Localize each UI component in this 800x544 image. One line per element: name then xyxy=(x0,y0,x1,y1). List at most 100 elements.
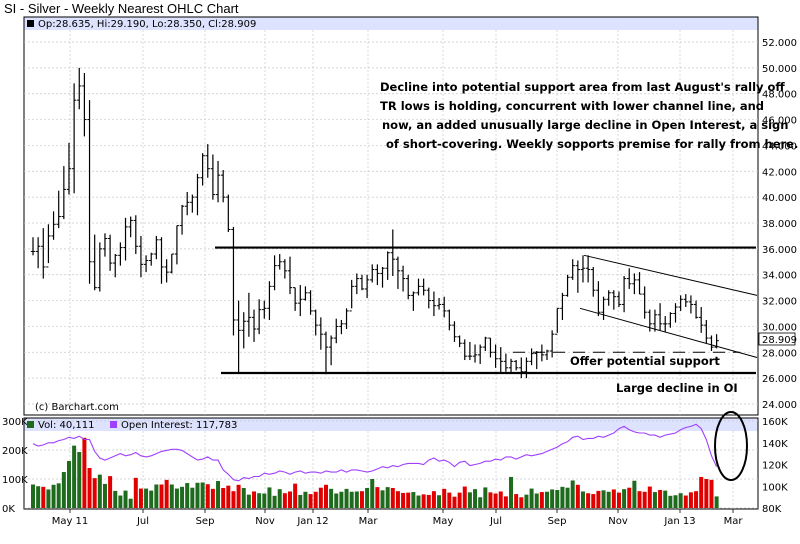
x-tick-label: Nov xyxy=(255,516,275,527)
oi-tick-label: 160K xyxy=(762,417,788,428)
oi-highlight-ellipse xyxy=(714,411,748,481)
volume-bar xyxy=(349,491,354,508)
volume-bar xyxy=(385,487,390,508)
x-tick-label: Jul xyxy=(136,516,149,527)
volume-bar xyxy=(72,445,77,508)
volume-bar xyxy=(180,486,185,508)
volume-bar xyxy=(138,488,143,508)
volume-bar xyxy=(395,491,400,508)
price-tick-label: 48.000 xyxy=(762,90,797,101)
volume-bar xyxy=(318,487,323,508)
last-price-box xyxy=(758,332,796,346)
vol-legend: Vol: 40,111 xyxy=(38,420,95,431)
volume-bar xyxy=(406,492,411,508)
volume-bar xyxy=(483,487,488,508)
volume-bar xyxy=(205,484,210,508)
oi-tick-label: 140K xyxy=(762,439,788,450)
volume-bar xyxy=(442,488,447,508)
volume-bar xyxy=(200,482,205,508)
volume-bar xyxy=(210,488,215,508)
x-axis: May 11 Jul Sep Nov Jan 12 Mar May Jul Sep Nov Jan … xyxy=(52,509,743,527)
volume-bar xyxy=(699,476,704,508)
price-tick-label: 34.000 xyxy=(762,271,797,282)
volume-bar xyxy=(550,489,555,508)
volume-bar xyxy=(652,492,657,508)
volume-bar xyxy=(452,496,457,508)
volume-bar xyxy=(102,483,107,508)
volume-tick-label: 0K xyxy=(2,504,15,515)
volume-bar xyxy=(714,496,719,508)
volume-bar xyxy=(411,492,416,508)
price-panel-band xyxy=(24,17,758,30)
volume-bar xyxy=(277,489,282,508)
volume-bar xyxy=(231,491,236,508)
volume-bar xyxy=(688,492,693,508)
ohlc-bars xyxy=(30,67,719,379)
price-tick-label: 38.000 xyxy=(762,219,797,230)
volume-bar xyxy=(169,484,174,508)
oi-tick-label: 100K xyxy=(762,482,788,493)
price-tick-label: 36.000 xyxy=(762,245,797,256)
volume-bar xyxy=(606,491,611,508)
volume-bar xyxy=(313,491,318,508)
volume-bar xyxy=(498,491,503,508)
volume-bar xyxy=(642,491,647,508)
x-tick-label: Nov xyxy=(608,516,628,527)
volume-bar xyxy=(416,495,421,508)
note-line-1: Decline into potential support area from… xyxy=(380,80,785,94)
volume-bar xyxy=(668,495,673,508)
volume-bar xyxy=(647,486,652,508)
volume-bar xyxy=(555,490,560,508)
x-tick-label: May xyxy=(433,516,454,527)
x-tick-label: Sep xyxy=(548,516,567,527)
volume-bar xyxy=(678,493,683,508)
volume-bar xyxy=(663,490,668,508)
volume-bar xyxy=(457,492,462,508)
price-y-axis: 52.000 50.000 48.000 46.000 44.000 42.000 40.0… xyxy=(762,38,797,411)
volume-bar xyxy=(622,489,627,508)
volume-bar xyxy=(41,486,46,508)
volume-bar xyxy=(77,452,82,508)
volume-bar xyxy=(488,492,493,508)
volume-bar xyxy=(575,484,580,508)
volume-bar xyxy=(149,490,154,508)
volume-bar xyxy=(118,495,123,508)
volume-tick-label: 300K xyxy=(2,417,28,428)
volume-bar xyxy=(46,489,51,508)
price-panel-frame xyxy=(23,16,759,416)
note-line-3: now, an added unusually large decline in… xyxy=(382,118,788,132)
volume-bar xyxy=(426,494,431,508)
volume-bar xyxy=(565,487,570,508)
x-tick-label: May 11 xyxy=(52,516,89,527)
ohlc-legend-swatch xyxy=(27,20,34,27)
copyright: (c) Barchart.com xyxy=(35,402,119,413)
note-line-2: TR lows is holding, concurrent with lowe… xyxy=(380,99,764,113)
volume-bar xyxy=(185,483,190,508)
volume-bar xyxy=(66,461,71,508)
volume-bar xyxy=(108,476,113,508)
x-tick-label: Jan 12 xyxy=(296,516,328,527)
volume-bar xyxy=(503,496,508,508)
oi-y-axis: 160K 140K 120K 100K 80K xyxy=(762,417,788,515)
volume-bar xyxy=(159,484,164,508)
price-tick-label: 52.000 xyxy=(762,38,797,49)
volume-panel-band xyxy=(24,418,758,431)
volume-bar xyxy=(493,493,498,508)
volume-bar xyxy=(133,477,138,508)
volume-bar xyxy=(632,480,637,508)
volume-bar xyxy=(401,492,406,508)
volume-bar xyxy=(570,480,575,508)
volume-bar xyxy=(246,494,251,508)
oi-legend-swatch xyxy=(110,421,117,428)
volume-bar xyxy=(216,481,221,508)
volume-bar xyxy=(447,492,452,508)
volume-bar xyxy=(257,493,262,508)
volume-bar xyxy=(113,490,118,508)
support-label: Offer potential support xyxy=(570,354,720,368)
annotation-note: Decline into potential support area from… xyxy=(380,80,798,151)
volume-bar xyxy=(509,476,514,508)
channel-lines xyxy=(579,254,758,358)
volume-bar xyxy=(174,488,179,508)
price-tick-label: 32.000 xyxy=(762,297,797,308)
